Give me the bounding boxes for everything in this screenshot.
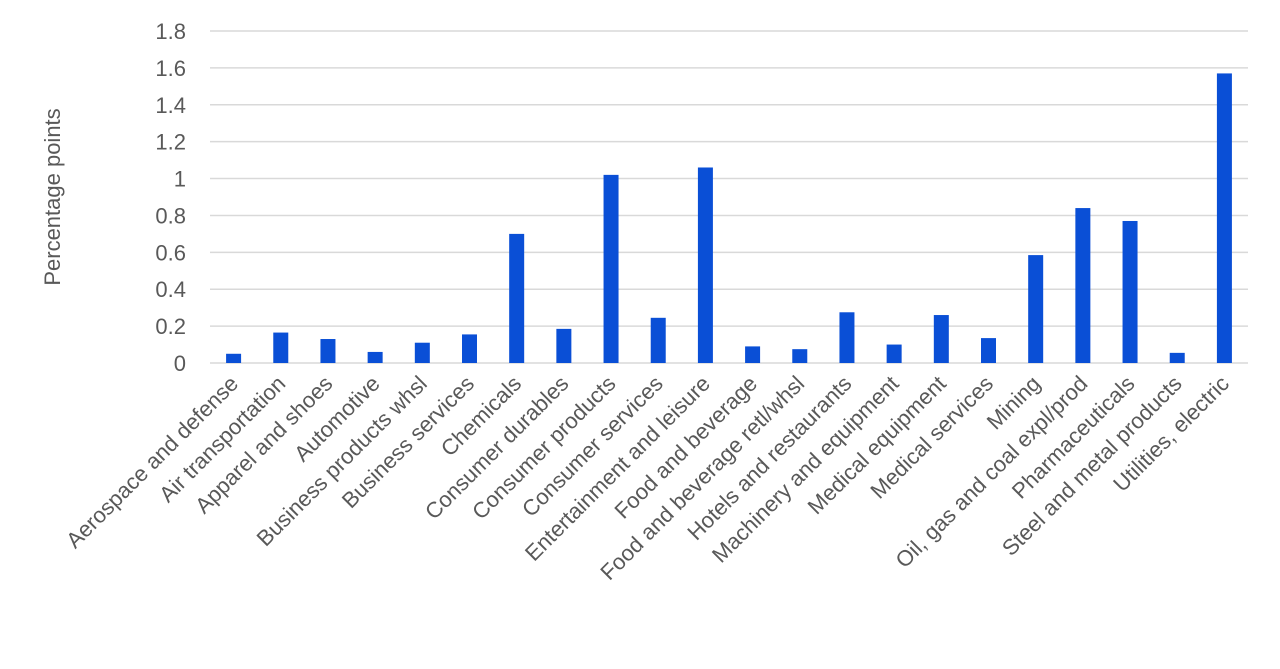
gridlines xyxy=(210,30,1248,364)
y-tick-label: 1.8 xyxy=(155,19,186,44)
y-tick-label: 0.4 xyxy=(155,277,186,302)
y-tick-label: 0.8 xyxy=(155,203,186,228)
y-tick-label: 1.2 xyxy=(155,130,186,155)
bar xyxy=(745,346,761,363)
bar xyxy=(792,349,808,363)
y-axis-ticks: 0 0.2 0.4 0.6 0.8 1 1.2 1.4 1.6 1.8 xyxy=(155,19,186,376)
bar xyxy=(886,344,902,363)
y-tick-label: 1.4 xyxy=(155,93,186,118)
y-tick-label: 1.6 xyxy=(155,56,186,81)
y-tick-label: 0.6 xyxy=(155,240,186,265)
bar xyxy=(933,315,949,363)
bar xyxy=(367,351,383,363)
y-axis-title: Percentage points xyxy=(40,108,65,285)
y-tick-label: 0 xyxy=(174,351,186,376)
bar xyxy=(320,339,336,363)
bar xyxy=(1122,220,1138,363)
bar xyxy=(981,338,996,363)
bar xyxy=(603,174,619,363)
bar xyxy=(1169,352,1185,363)
bar xyxy=(556,328,572,363)
bar xyxy=(414,342,430,363)
bar xyxy=(273,332,289,363)
bar xyxy=(509,233,525,363)
bar xyxy=(1216,73,1232,363)
bars xyxy=(226,73,1232,363)
y-tick-label: 1 xyxy=(174,167,186,192)
bar xyxy=(462,334,477,363)
bar xyxy=(839,312,855,363)
y-tick-label: 0.2 xyxy=(155,314,186,339)
bar xyxy=(650,317,666,363)
bar xyxy=(697,167,713,363)
bar xyxy=(226,353,242,363)
bar xyxy=(1028,255,1044,363)
bar xyxy=(1075,208,1091,363)
